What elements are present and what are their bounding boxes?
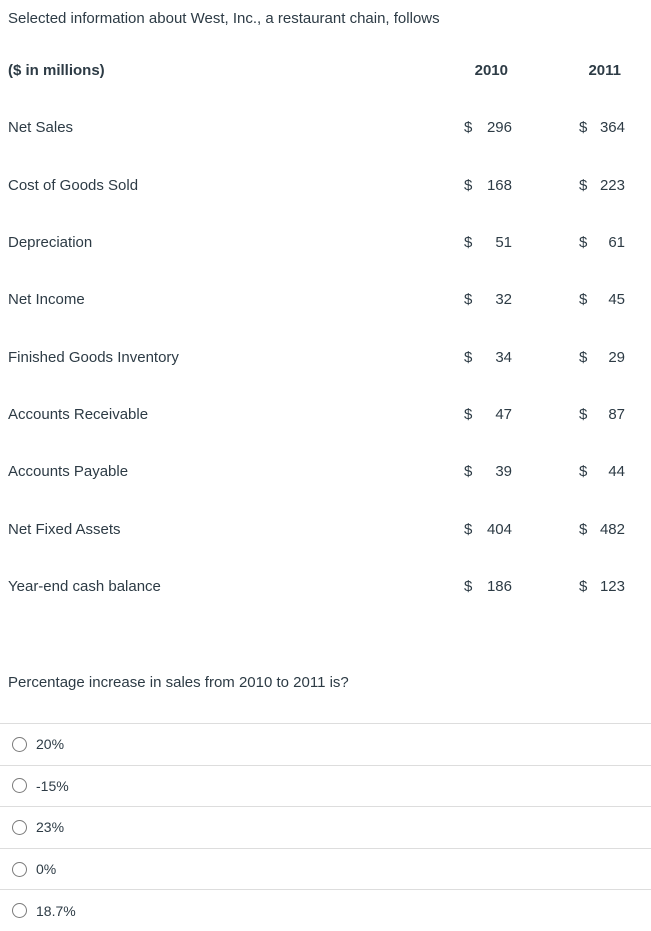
currency-symbol: $	[579, 176, 588, 194]
value-cell-2010: $ 51	[464, 234, 512, 251]
value-2011: 44	[608, 463, 625, 481]
row-label: Accounts Payable	[8, 463, 129, 481]
answer-option-label: 0%	[36, 861, 57, 878]
table-row: Year-end cash balance $ 186 $ 123	[0, 558, 651, 615]
value-2011: 482	[599, 520, 625, 538]
currency-symbol: $	[464, 234, 473, 252]
value-2010: 32	[495, 291, 512, 309]
currency-symbol: $	[579, 577, 588, 595]
row-label: Finished Goods Inventory	[8, 348, 179, 366]
value-2010: 34	[495, 348, 512, 366]
value-cell-2011: $ 223	[579, 177, 625, 194]
currency-symbol: $	[464, 291, 473, 309]
answer-option-row[interactable]: 18.7%	[0, 889, 651, 931]
currency-symbol: $	[579, 119, 588, 137]
currency-symbol: $	[464, 577, 473, 595]
table-row: Depreciation $ 51 $ 61	[0, 214, 651, 271]
radio-button-icon[interactable]	[12, 819, 27, 835]
value-cell-2011: $ 87	[579, 406, 625, 423]
row-label: Accounts Receivable	[8, 405, 149, 423]
radio-button-icon[interactable]	[12, 778, 27, 794]
value-2011: 29	[608, 348, 625, 366]
value-cell-2011: $ 61	[579, 234, 625, 251]
financial-data-table: ($ in millions) 2010 2011 Net Sales $ 29…	[0, 42, 651, 615]
financial-table-body: Net Sales $ 296 $ 364 Cost of Goods Sold…	[0, 99, 651, 615]
column-header-2010: 2010	[474, 62, 508, 80]
row-label: Depreciation	[8, 234, 93, 252]
value-2011: 123	[599, 577, 625, 595]
value-cell-2010: $ 186	[464, 578, 512, 595]
answer-option-row[interactable]: 20%	[0, 722, 651, 765]
value-cell-2010: $ 39	[464, 463, 512, 480]
value-cell-2010: $ 32	[464, 291, 512, 308]
table-row: Net Sales $ 296 $ 364	[0, 99, 651, 156]
radio-button-icon[interactable]	[12, 736, 27, 752]
value-2010: 168	[486, 176, 512, 194]
radio-button-icon[interactable]	[12, 861, 27, 877]
value-cell-2010: $ 168	[464, 177, 512, 194]
value-2010: 51	[495, 234, 512, 252]
value-2011: 87	[608, 405, 625, 423]
currency-symbol: $	[464, 348, 473, 366]
currency-symbol: $	[579, 405, 588, 423]
row-label: Net Sales	[8, 119, 74, 137]
value-cell-2010: $ 296	[464, 119, 512, 136]
value-2010: 404	[486, 520, 512, 538]
answer-option-row[interactable]: -15%	[0, 764, 651, 807]
value-2010: 296	[486, 119, 512, 137]
table-row: Finished Goods Inventory $ 34 $ 29	[0, 328, 651, 385]
row-label: Year-end cash balance	[8, 577, 161, 595]
answer-option-label: 20%	[36, 736, 65, 753]
answer-option-row[interactable]: 0%	[0, 847, 651, 890]
value-cell-2010: $ 34	[464, 349, 512, 366]
value-2011: 45	[608, 291, 625, 309]
question-intro-text: Selected information about West, Inc., a…	[8, 10, 440, 27]
table-row: Net Fixed Assets $ 404 $ 482	[0, 500, 651, 557]
answer-option-row[interactable]: 23%	[0, 806, 651, 848]
column-header-2011: 2011	[588, 62, 621, 80]
currency-symbol: $	[579, 348, 588, 366]
currency-symbol: $	[464, 520, 473, 538]
value-cell-2011: $ 44	[579, 463, 625, 480]
answer-option-label: 23%	[36, 819, 65, 836]
radio-button-icon[interactable]	[12, 903, 27, 919]
row-label: Net Income	[8, 291, 85, 309]
table-header-row: ($ in millions) 2010 2011	[0, 42, 651, 99]
value-cell-2011: $ 123	[579, 578, 625, 595]
table-row: Accounts Receivable $ 47 $ 87	[0, 386, 651, 443]
table-units-label: ($ in millions)	[8, 62, 105, 80]
value-cell-2011: $ 29	[579, 349, 625, 366]
currency-symbol: $	[579, 520, 588, 538]
value-2011: 364	[599, 119, 625, 137]
currency-symbol: $	[464, 176, 473, 194]
currency-symbol: $	[579, 291, 588, 309]
value-2011: 223	[599, 176, 625, 194]
currency-symbol: $	[464, 463, 473, 481]
currency-symbol: $	[464, 119, 473, 137]
table-row: Accounts Payable $ 39 $ 44	[0, 443, 651, 500]
value-2011: 61	[608, 234, 625, 252]
currency-symbol: $	[579, 463, 588, 481]
value-2010: 47	[495, 405, 512, 423]
row-label: Cost of Goods Sold	[8, 176, 139, 194]
table-row: Cost of Goods Sold $ 168 $ 223	[0, 157, 651, 214]
question-text: Percentage increase in sales from 2010 t…	[8, 673, 349, 691]
value-2010: 186	[486, 577, 512, 595]
value-cell-2011: $ 364	[579, 119, 625, 136]
value-2010: 39	[495, 463, 512, 481]
currency-symbol: $	[579, 234, 588, 252]
value-cell-2011: $ 482	[579, 521, 625, 538]
answer-option-label: -15%	[36, 777, 69, 794]
answer-options-list: 20% -15% 23% 0% 18.7%	[0, 722, 651, 931]
value-cell-2011: $ 45	[579, 291, 625, 308]
currency-symbol: $	[464, 405, 473, 423]
value-cell-2010: $ 47	[464, 406, 512, 423]
row-label: Net Fixed Assets	[8, 520, 121, 538]
answer-option-label: 18.7%	[36, 902, 76, 919]
value-cell-2010: $ 404	[464, 521, 512, 538]
table-row: Net Income $ 32 $ 45	[0, 271, 651, 328]
